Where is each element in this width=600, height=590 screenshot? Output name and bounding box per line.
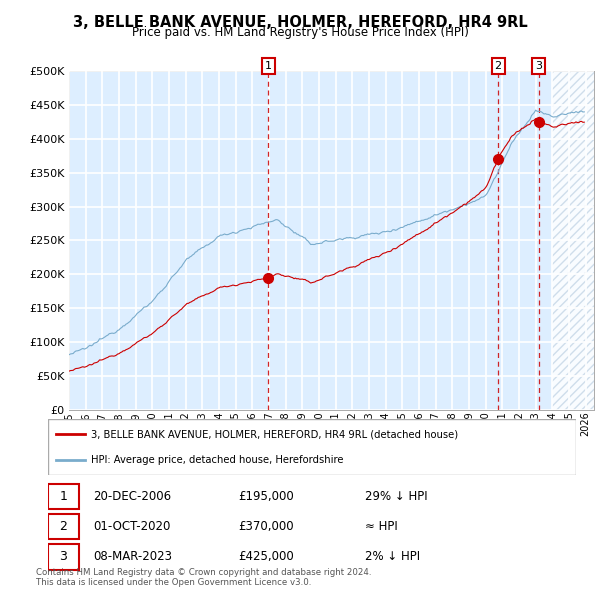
Text: 29% ↓ HPI: 29% ↓ HPI	[365, 490, 427, 503]
Text: 1: 1	[59, 490, 67, 503]
Text: 2% ↓ HPI: 2% ↓ HPI	[365, 550, 420, 563]
Text: Contains HM Land Registry data © Crown copyright and database right 2024.
This d: Contains HM Land Registry data © Crown c…	[36, 568, 371, 587]
Text: 3: 3	[59, 550, 67, 563]
Text: £195,000: £195,000	[238, 490, 294, 503]
Text: 3, BELLE BANK AVENUE, HOLMER, HEREFORD, HR4 9RL: 3, BELLE BANK AVENUE, HOLMER, HEREFORD, …	[73, 15, 527, 30]
Text: ≈ HPI: ≈ HPI	[365, 520, 398, 533]
FancyBboxPatch shape	[48, 484, 79, 509]
Text: 2: 2	[494, 61, 502, 71]
Text: Price paid vs. HM Land Registry's House Price Index (HPI): Price paid vs. HM Land Registry's House …	[131, 26, 469, 39]
Polygon shape	[553, 71, 594, 410]
Text: £370,000: £370,000	[238, 520, 294, 533]
FancyBboxPatch shape	[48, 544, 79, 569]
FancyBboxPatch shape	[48, 514, 79, 539]
Text: 1: 1	[265, 61, 272, 71]
FancyBboxPatch shape	[48, 419, 576, 475]
Text: 2: 2	[59, 520, 67, 533]
Text: £425,000: £425,000	[238, 550, 294, 563]
Text: HPI: Average price, detached house, Herefordshire: HPI: Average price, detached house, Here…	[91, 455, 344, 465]
Text: 01-OCT-2020: 01-OCT-2020	[93, 520, 170, 533]
Text: 3, BELLE BANK AVENUE, HOLMER, HEREFORD, HR4 9RL (detached house): 3, BELLE BANK AVENUE, HOLMER, HEREFORD, …	[91, 429, 458, 439]
Text: 20-DEC-2006: 20-DEC-2006	[93, 490, 171, 503]
Text: 3: 3	[535, 61, 542, 71]
Text: 08-MAR-2023: 08-MAR-2023	[93, 550, 172, 563]
